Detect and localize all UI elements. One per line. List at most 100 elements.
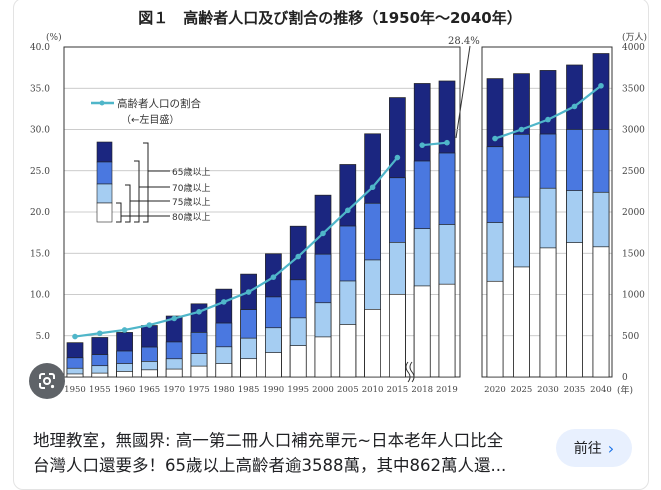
chevron-right-icon: › [607, 438, 615, 458]
left-axis-unit: (%) [46, 32, 62, 43]
annotation-28-4: 28.4% [448, 36, 480, 47]
x-tick-label: 2015 [387, 385, 409, 395]
right-tick-label: 3000 [622, 126, 645, 136]
ratio-point [171, 315, 177, 322]
goto-button[interactable]: 前往 › [556, 429, 632, 467]
ratio-point [571, 103, 578, 110]
bar-segment [413, 285, 431, 378]
legend-line-label: 高齢者人口の割合 [117, 97, 201, 110]
x-tick-label: 1985 [238, 385, 260, 395]
x-tick-label: 2040 [590, 385, 612, 395]
goto-label: 前往 [573, 441, 602, 457]
bar-segment [116, 371, 133, 378]
x-tick-label: 1990 [263, 385, 285, 395]
bar-segment [513, 266, 530, 378]
x-tick-label: 2005 [337, 385, 359, 395]
x-tick-label: 2010 [362, 385, 384, 395]
legend: 高齢者人口の割合 （←左目盛） 65歳以上 70歳以上 75歳以上 80歳以上 [91, 97, 210, 223]
left-tick-label: 40.0 [30, 43, 50, 53]
x-tick-label: 1960 [114, 385, 136, 395]
left-tick-label: 10.0 [30, 291, 50, 301]
legend-label-70: 70歳以上 [172, 182, 210, 194]
ratio-point [369, 184, 376, 191]
plot-panel [63, 46, 461, 378]
bar-segment [265, 352, 282, 378]
x-tick-label: 1975 [188, 385, 210, 395]
caption-line-2: 台灣人口還要多！65歲以上高齡者逾3588萬，其中862萬人還... [33, 456, 507, 475]
bar-segment [364, 309, 381, 378]
legend-swatch-70 [96, 161, 113, 185]
x-tick-label: 2020 [484, 385, 506, 395]
bar-segment [438, 283, 456, 378]
legend-marker [99, 100, 105, 106]
bar-segment [165, 368, 183, 378]
x-tick-label: 1995 [287, 385, 309, 395]
right-tick-label: 1000 [622, 291, 645, 301]
right-tick-label: 2000 [622, 208, 645, 218]
bar-segment [566, 242, 583, 378]
ratio-point [492, 135, 498, 142]
bar-segment [539, 247, 557, 378]
ratio-line [422, 141, 448, 147]
legend-label-80: 80歳以上 [172, 211, 210, 223]
ratio-point [320, 230, 326, 237]
x-tick-label: 1950 [64, 385, 86, 395]
ratio-point [295, 253, 302, 260]
annotation-pointer [455, 45, 471, 139]
bar-segment [190, 365, 208, 378]
google-lens-icon [39, 373, 55, 389]
right-tick-label: 2500 [622, 167, 645, 177]
ratio-point [518, 126, 525, 133]
elderly-population-chart: 図１ 高齢者人口及び割合の推移（1950年～2040年） (%) (万人) 28… [30, 9, 647, 396]
ratio-point [345, 207, 351, 214]
x-tick-label: 2018 [411, 385, 433, 395]
bar-segment [66, 373, 84, 378]
right-tick-label: 500 [622, 332, 639, 342]
axis-break-mark [405, 361, 415, 383]
x-tick-label: 1955 [89, 385, 111, 395]
right-tick-label: 1500 [622, 249, 645, 259]
ratio-point [196, 309, 202, 315]
ratio-point [121, 327, 128, 333]
bar-segment [339, 324, 357, 378]
right-tick-label: 4000 [622, 43, 645, 53]
legend-line-note: （←左目盛） [121, 113, 179, 126]
ratio-point [598, 82, 604, 89]
left-tick-label: 25.0 [30, 167, 50, 177]
ratio-point [444, 139, 450, 146]
x-axis-unit: (年) [617, 384, 633, 396]
left-tick-label: 35.0 [30, 84, 50, 94]
legend-swatch-80 [96, 202, 113, 223]
chart-title: 図１ 高齢者人口及び割合の推移（1950年～2040年） [138, 9, 522, 27]
bar-segment [592, 246, 610, 378]
left-tick-label: 20.0 [30, 208, 50, 218]
bar-segment [141, 369, 158, 378]
bar-segment [289, 345, 307, 378]
ratio-point [221, 299, 227, 305]
left-tick-label: 30.0 [30, 126, 50, 136]
right-axis-unit: (万人) [622, 32, 647, 43]
legend-label-75: 75歳以上 [172, 196, 210, 208]
x-tick-label: 2000 [312, 385, 334, 395]
left-tick-label: 5.0 [36, 332, 51, 342]
bar-segment [91, 372, 109, 378]
bar-segment [486, 280, 504, 378]
x-tick-label: 2025 [511, 385, 533, 395]
legend-swatch-65 [96, 141, 113, 163]
bar-segment [314, 336, 332, 378]
ratio-line [74, 156, 399, 338]
x-tick-label: 2019 [436, 385, 458, 395]
ratio-point [245, 289, 252, 295]
legend-label-65: 65歳以上 [172, 166, 210, 178]
result-caption[interactable]: 地理教室，無國界: 高一第二冊人口補充單元~日本老年人口比全 台灣人口還要多！6… [33, 428, 543, 478]
x-tick-label: 1970 [163, 385, 185, 395]
ratio-point [146, 322, 153, 328]
google-lens-button[interactable] [29, 363, 65, 399]
x-tick-label: 1980 [213, 385, 235, 395]
left-tick-label: 15.0 [30, 249, 50, 259]
bar-segment [389, 293, 406, 378]
caption-line-1: 地理教室，無國界: 高一第二冊人口補充單元~日本老年人口比全 [33, 431, 504, 450]
ratio-point [97, 330, 103, 337]
legend-swatch-75 [96, 183, 113, 204]
ratio-point [270, 274, 277, 280]
